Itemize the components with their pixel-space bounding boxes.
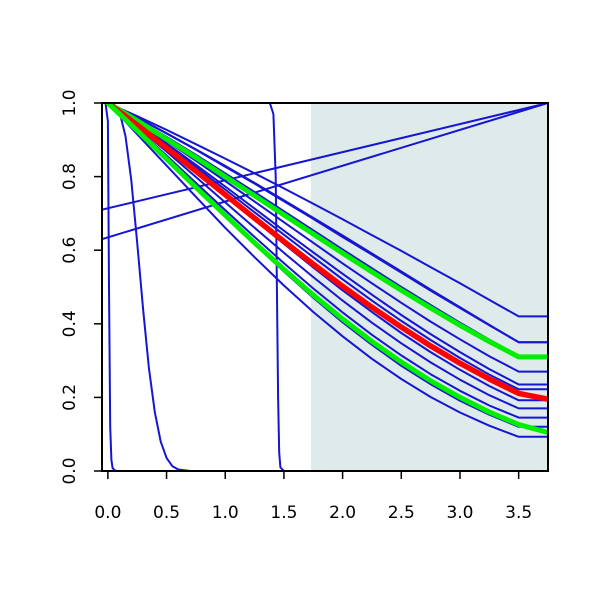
series-line-blue-14: [102, 103, 548, 241]
series-line-blue-6: [106, 103, 548, 386]
series-line-blue-12: [106, 103, 548, 438]
series-line-blue-16: [106, 103, 548, 471]
x-tick-label-2: 1.0: [212, 503, 239, 523]
y-tick-label-5: 1.0: [60, 89, 80, 116]
series-lines: [102, 103, 548, 471]
y-tick-label-4: 0.8: [60, 163, 80, 190]
series-line-green-19: [105, 103, 548, 360]
series-line-blue-10: [106, 103, 548, 419]
x-tick-label-6: 3.0: [446, 503, 473, 523]
x-tick-label-7: 3.5: [505, 503, 532, 523]
series-line-blue-9: [106, 103, 548, 410]
y-tick-label-2: 0.4: [60, 310, 80, 337]
series-line-blue-15: [102, 103, 548, 471]
y-tick-label-0: 0.0: [60, 457, 80, 484]
x-tick-label-1: 0.5: [153, 503, 180, 523]
y-tick-label-1: 0.2: [60, 384, 80, 411]
axes: 0.0 0.5 1.0 1.5 2.0 2.5 3.0 3.5 0.0 0.2 0.4 0.6 0.8 1…: [60, 89, 549, 523]
series-line-red-20: [105, 103, 548, 402]
x-tick-label-3: 1.5: [270, 503, 297, 523]
series-line-blue-1: [106, 103, 548, 318]
x-tick-label-4: 2.0: [329, 503, 356, 523]
x-tick-label-5: 2.5: [388, 503, 415, 523]
y-tick-label-3: 0.6: [60, 237, 80, 264]
series-line-blue-3: [106, 103, 548, 344]
plot-area: [102, 103, 548, 471]
x-tick-label-0: 0.0: [94, 503, 121, 523]
series-line-green-21: [105, 103, 548, 435]
series-line-blue-13: [102, 103, 548, 211]
